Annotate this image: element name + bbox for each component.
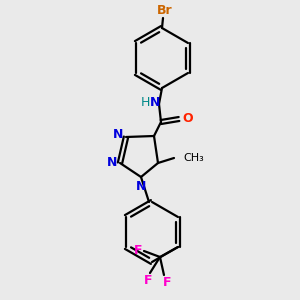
Text: N: N <box>113 128 123 140</box>
Text: CH₃: CH₃ <box>183 153 204 163</box>
Text: F: F <box>134 244 142 256</box>
Text: O: O <box>183 112 193 125</box>
Text: F: F <box>144 274 152 286</box>
Text: H: H <box>140 97 150 110</box>
Text: N: N <box>107 157 117 169</box>
Text: F: F <box>163 275 171 289</box>
Text: N: N <box>150 97 160 110</box>
Text: Br: Br <box>157 4 173 16</box>
Text: N: N <box>136 179 146 193</box>
